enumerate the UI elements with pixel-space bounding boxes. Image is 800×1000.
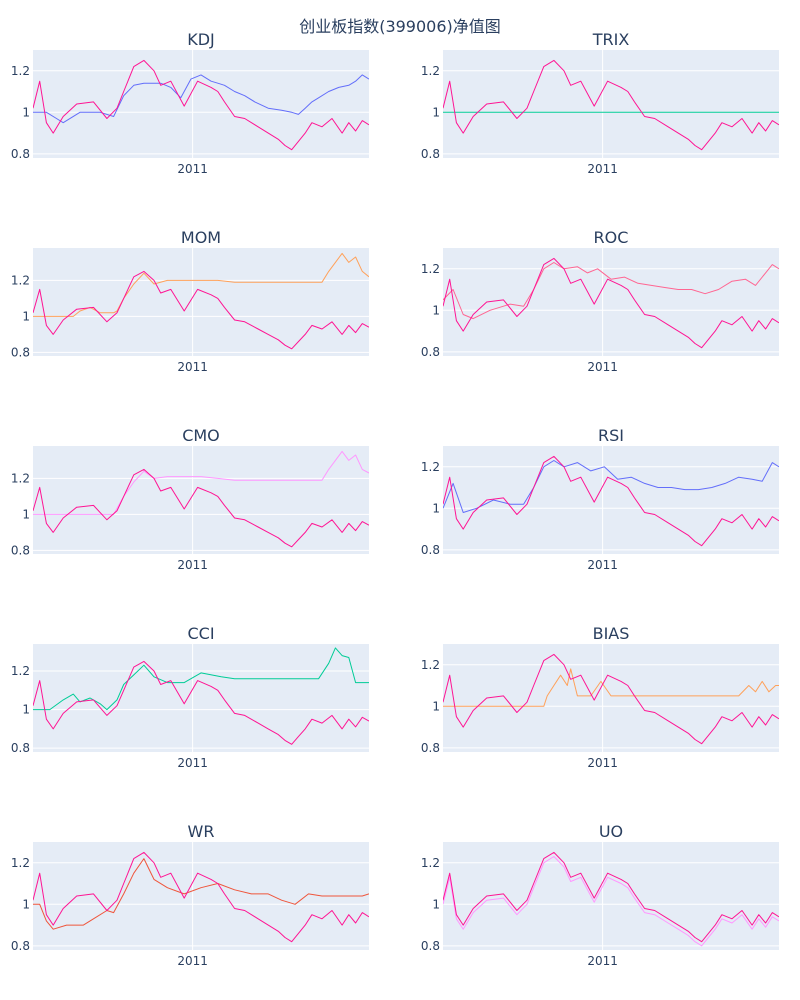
x-tick-label: 2011 [587,360,618,374]
y-tick-label: 1.2 [11,471,30,485]
plot-area [33,446,369,554]
series-line-0 [33,660,369,745]
plot-area [443,248,779,356]
series-line-1 [443,856,779,947]
plot-area [443,50,779,158]
panel-title: CCI [187,624,214,643]
series-line-1 [443,262,779,320]
y-tick-label: 1 [432,501,440,515]
series-line-0 [33,270,369,350]
y-tick-label: 1.2 [421,262,440,276]
panels: 2011 0.8 1 1.2 KDJ 2011 0.8 1 1.2 TRIX 2011 0.8 1 1.2… [11,30,779,968]
panel-title: CMO [182,426,220,445]
series-line-0 [33,59,369,151]
y-tick-label: 1 [22,309,30,323]
y-tick-label: 1.2 [421,64,440,78]
y-tick-label: 1 [432,699,440,713]
y-tick-label: 1 [432,303,440,317]
series-line-1 [443,460,779,513]
y-tick-label: 1.2 [11,273,30,287]
y-tick-label: 0.8 [11,741,30,755]
panel-cci: 2011 0.8 1 1.2 CCI [11,624,369,770]
y-tick-label: 1.2 [421,856,440,870]
panel-bias: 2011 0.8 1 1.2 BIAS [421,624,779,770]
series-line-1 [33,74,369,124]
y-tick-label: 0.8 [421,345,440,359]
panel-title: RSI [598,426,624,445]
y-tick-label: 1 [22,105,30,119]
y-tick-label: 0.8 [11,147,30,161]
panel-title: BIAS [593,624,630,643]
plot-area [443,842,779,950]
panel-uo: 2011 0.8 1 1.2 UO [421,822,779,968]
panel-mom: 2011 0.8 1 1.2 MOM [11,228,369,374]
panel-title: TRIX [592,30,630,49]
panel-title: MOM [181,228,221,247]
plot-area [33,248,369,356]
panel-title: UO [599,822,623,841]
panel-trix: 2011 0.8 1 1.2 TRIX [421,30,779,176]
series-line-0 [33,468,369,548]
x-tick-label: 2011 [587,756,618,770]
y-tick-label: 0.8 [421,939,440,953]
x-tick-label: 2011 [587,954,618,968]
panel-title: KDJ [187,30,215,49]
panel-kdj: 2011 0.8 1 1.2 KDJ [11,30,369,176]
plot-area [33,842,369,950]
series-line-1 [443,668,779,707]
x-tick-label: 2011 [177,360,208,374]
y-tick-label: 0.8 [11,543,30,557]
y-tick-label: 1 [432,897,440,911]
series-line-0 [443,455,779,547]
y-tick-label: 0.8 [421,147,440,161]
y-tick-label: 0.8 [421,543,440,557]
series-line-0 [443,257,779,349]
y-tick-label: 1.2 [421,658,440,672]
series-line-0 [443,59,779,151]
plot-area [33,644,369,752]
series-line-1 [33,858,369,930]
y-tick-label: 1.2 [11,664,30,678]
series-line-1 [33,647,369,711]
y-tick-label: 0.8 [421,741,440,755]
plot-area [443,644,779,752]
plot-area [33,50,369,158]
panel-roc: 2011 0.8 1 1.2 ROC [421,228,779,374]
y-tick-label: 1 [22,703,30,717]
x-tick-label: 2011 [177,954,208,968]
x-tick-label: 2011 [177,558,208,572]
panel-wr: 2011 0.8 1 1.2 WR [11,822,369,968]
y-tick-label: 1 [22,897,30,911]
y-tick-label: 1.2 [11,856,30,870]
series-line-0 [33,851,369,943]
plot-area [443,446,779,554]
x-tick-label: 2011 [587,162,618,176]
y-tick-label: 0.8 [11,345,30,359]
panel-title: ROC [594,228,629,247]
series-line-1 [33,252,369,317]
y-tick-label: 1.2 [11,64,30,78]
y-tick-label: 1.2 [421,460,440,474]
panel-cmo: 2011 0.8 1 1.2 CMO [11,426,369,572]
series-line-0 [443,851,779,943]
panel-title: WR [188,822,215,841]
y-tick-label: 1 [432,105,440,119]
x-tick-label: 2011 [177,756,208,770]
series-line-0 [443,653,779,745]
y-tick-label: 0.8 [11,939,30,953]
panel-rsi: 2011 0.8 1 1.2 RSI [421,426,779,572]
x-tick-label: 2011 [177,162,208,176]
figure-title: 创业板指数(399006)净值图 [299,17,501,36]
x-tick-label: 2011 [587,558,618,572]
y-tick-label: 1 [22,507,30,521]
